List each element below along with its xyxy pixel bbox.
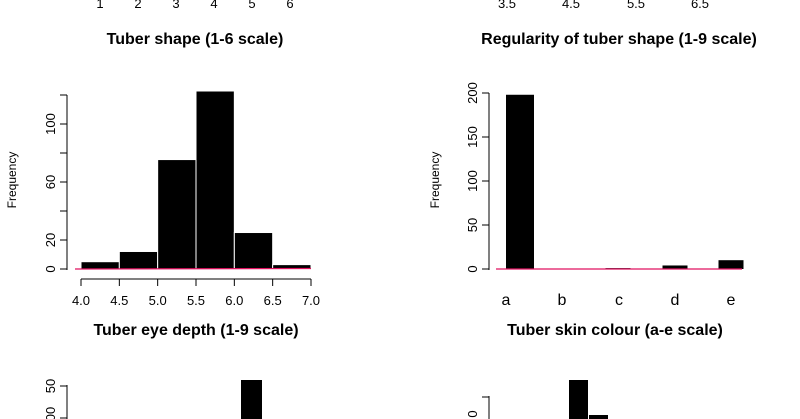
bar	[589, 415, 608, 419]
x-tick-label: 5.5	[627, 0, 645, 11]
x-tick-label: 4.5	[110, 293, 128, 308]
x-category-label: b	[558, 292, 567, 309]
panel-bottom-right: 0	[465, 380, 608, 419]
x-tick-label: 5	[248, 0, 255, 11]
y-tick-label: 200	[465, 82, 480, 104]
x-tick-label: 6.5	[691, 0, 709, 11]
bar	[662, 265, 688, 269]
y-tick-label: 00	[43, 407, 58, 419]
x-category-label: d	[671, 292, 680, 309]
x-tick-label: 5.0	[149, 293, 167, 308]
bar	[569, 380, 588, 419]
y-tick-label: 20	[43, 233, 58, 247]
x-tick-label: 4.0	[72, 293, 90, 308]
y-tick-label: 60	[43, 175, 58, 189]
y-tick-label: 50	[43, 379, 58, 393]
chart-title: Tuber shape (1-6 scale)	[107, 31, 284, 48]
chart-title: Regularity of tuber shape (1-9 scale)	[481, 31, 757, 48]
y-axis-label: Frequency	[428, 152, 442, 209]
y-tick-label: 0	[465, 410, 480, 417]
y-tick-label: 50	[465, 218, 480, 232]
chart-title: Tuber eye depth (1-9 scale)	[93, 322, 298, 339]
x-category-label: c	[615, 292, 623, 309]
panel-skin-colour: Frequency Tuber skin colour (a-e scale) …	[428, 82, 744, 339]
y-tick-label: 100	[43, 113, 58, 135]
bar	[241, 380, 262, 419]
x-category-label: a	[502, 292, 511, 309]
x-tick-label: 3	[172, 0, 179, 11]
x-tick-label: 7.0	[302, 293, 320, 308]
panel-eye-depth: Frequency Tuber eye depth (1-9 scale) 0 2…	[5, 90, 320, 339]
x-tick-label: 6.0	[225, 293, 243, 308]
bar	[506, 94, 534, 269]
x-tick-label: 4	[210, 0, 217, 11]
panel-tuber-shape: 1 2 3 4 5 6 Tuber shape (1-6 scale)	[96, 0, 293, 48]
y-tick-label: 0	[465, 265, 480, 272]
x-tick-label: 3.5	[498, 0, 516, 11]
panel-bottom-left: 50 00	[43, 379, 262, 419]
y-axis-label: Frequency	[5, 152, 19, 209]
x-tick-label: 6	[286, 0, 293, 11]
x-tick-label: 1	[96, 0, 103, 11]
x-tick-label: 2	[134, 0, 141, 11]
histogram-bar	[118, 250, 159, 270]
histogram-bar	[80, 261, 120, 270]
histogram-bar	[195, 90, 235, 270]
x-tick-label: 5.5	[187, 293, 205, 308]
x-tick-label: 4.5	[562, 0, 580, 11]
density-line	[74, 267, 312, 270]
chart-title: Tuber skin colour (a-e scale)	[507, 322, 723, 339]
y-tick-label: 150	[465, 126, 480, 148]
panel-regularity: 3.5 4.5 5.5 6.5 Regularity of tuber shap…	[481, 0, 757, 48]
x-category-label: e	[727, 292, 736, 309]
x-tick-label: 6.5	[264, 293, 282, 308]
histogram-bar	[157, 159, 197, 270]
bar	[718, 260, 744, 269]
histogram-bar	[233, 232, 274, 270]
y-tick-label: 0	[43, 265, 58, 272]
y-tick-label: 100	[465, 170, 480, 192]
